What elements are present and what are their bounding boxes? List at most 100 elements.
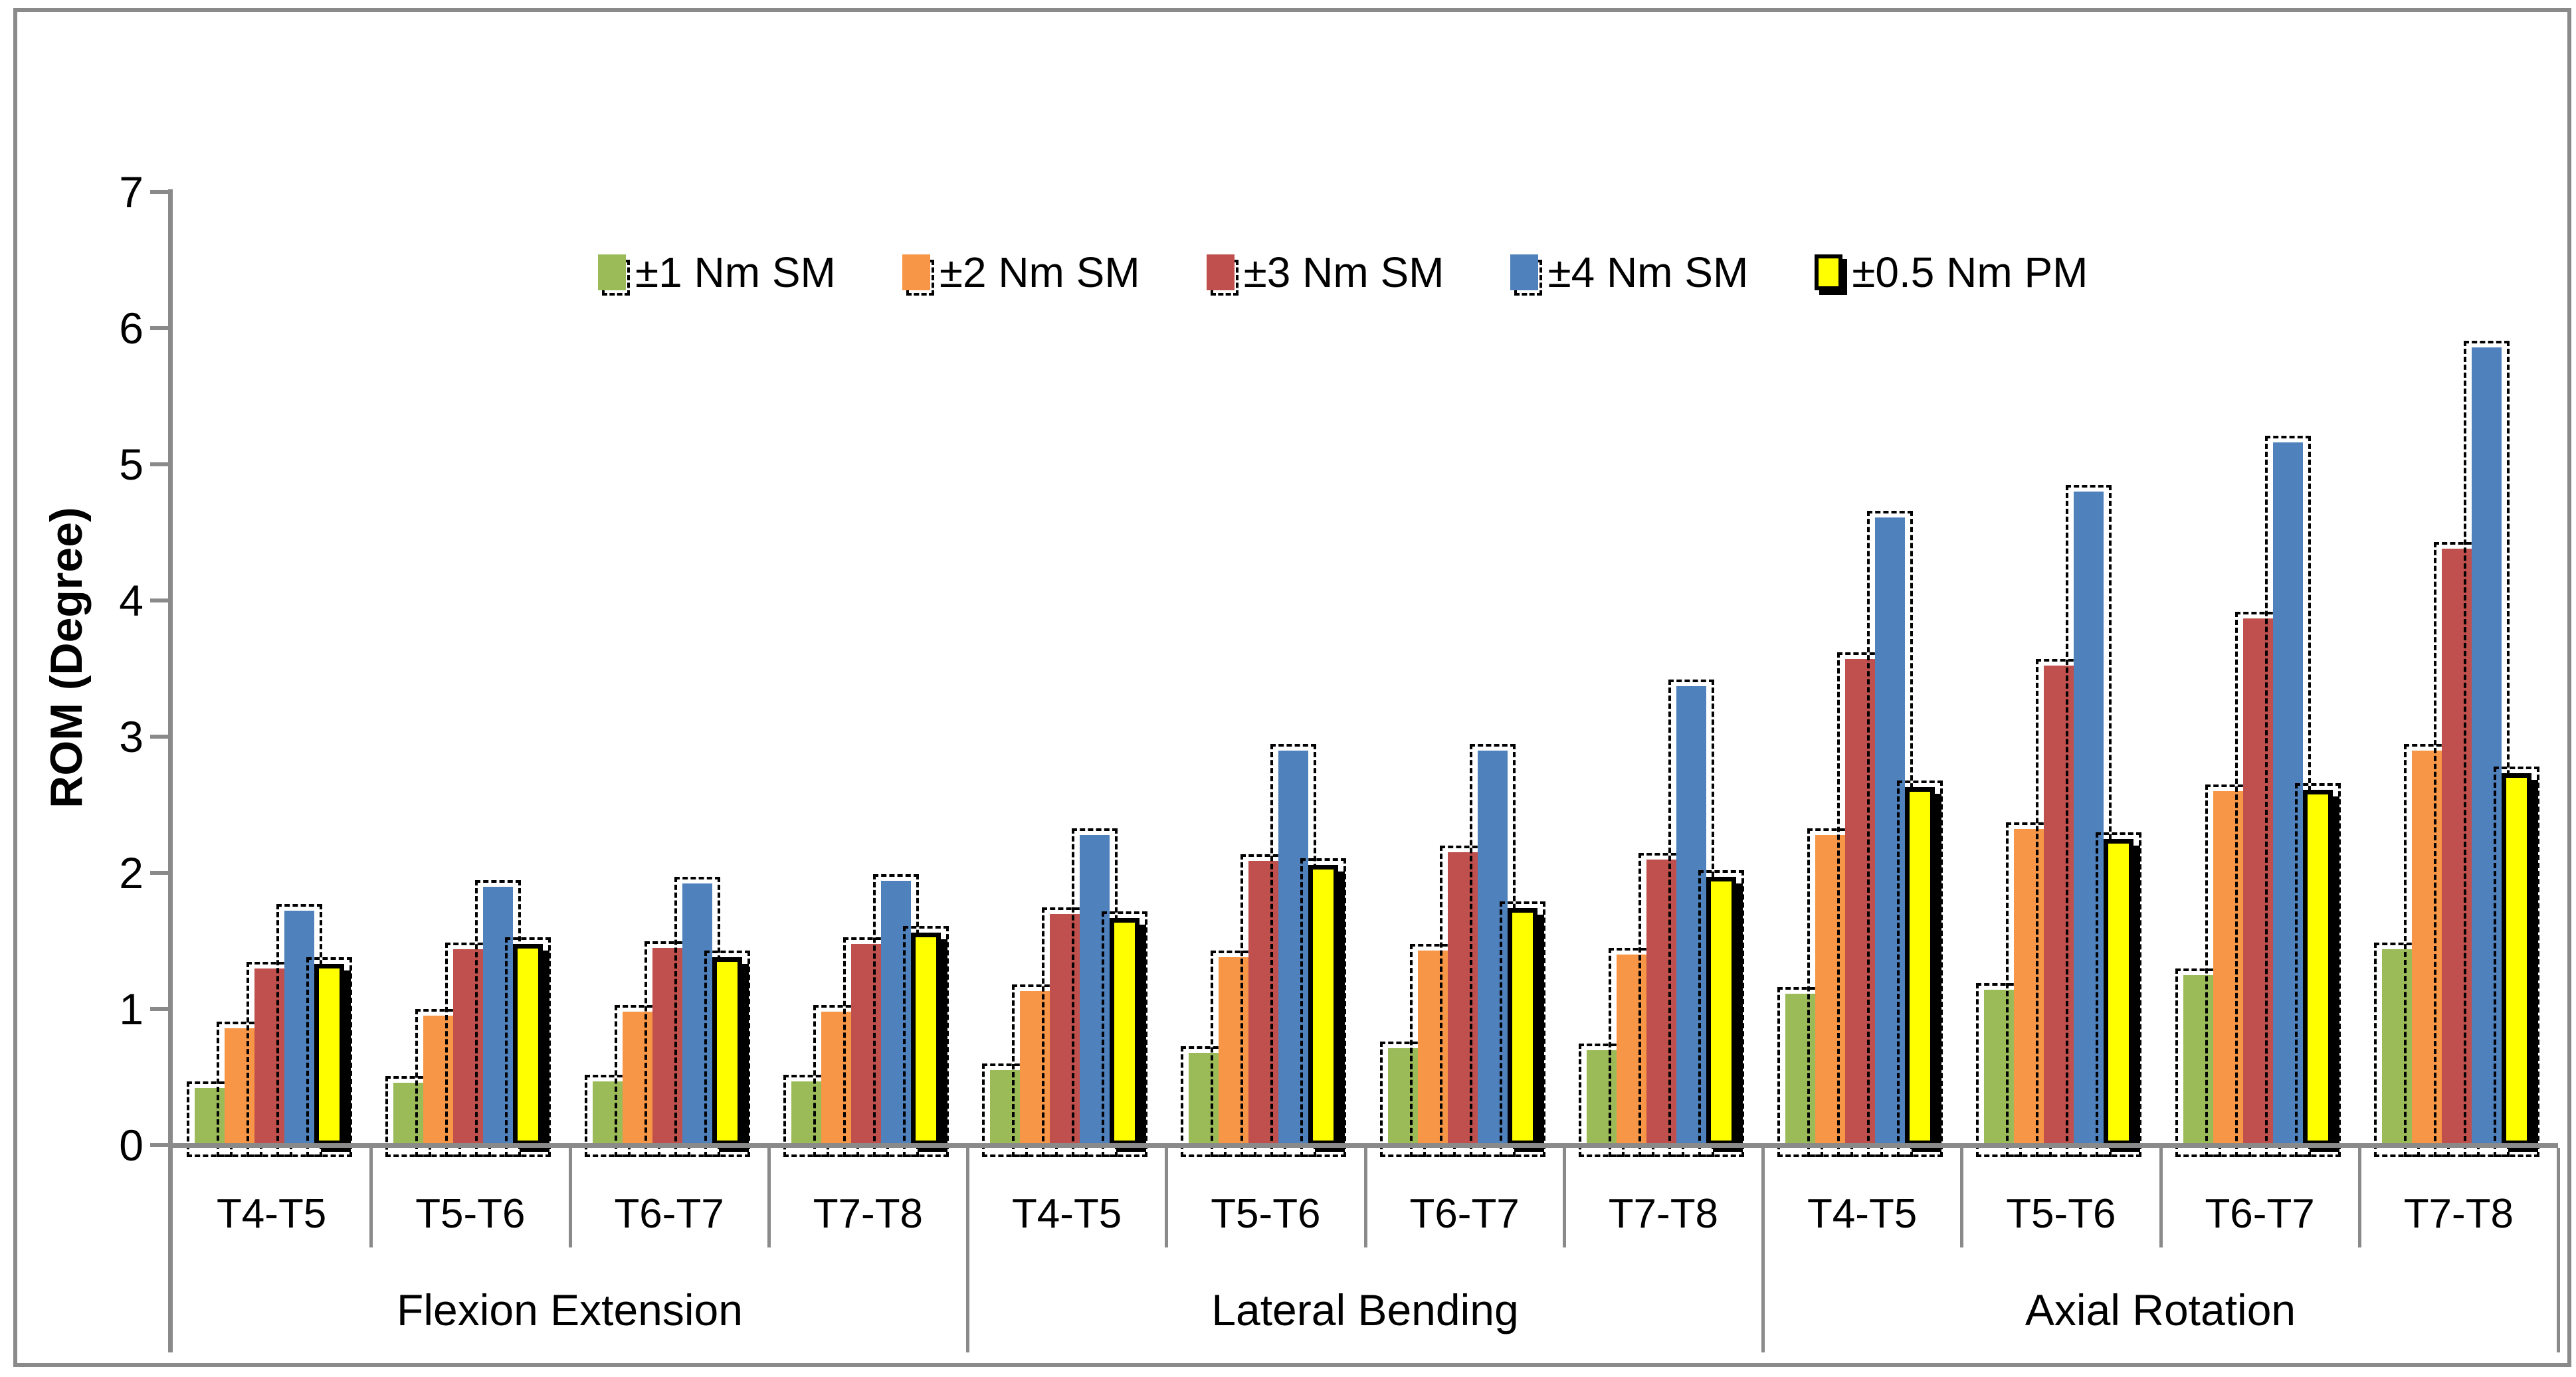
bar-shadow: [1897, 780, 1943, 1157]
legend-swatch-wrap: [1510, 254, 1543, 296]
bar-±2-Nm-SM-g8: [1815, 834, 1845, 1145]
bar-±4-Nm-SM-g2: [682, 883, 712, 1145]
group-separator: [1960, 1148, 1964, 1247]
bar-±2-Nm-SM-g3: [821, 1012, 851, 1145]
bar-±2-Nm-SM-g10: [2213, 791, 2243, 1145]
y-tick-label: 0: [119, 1121, 144, 1170]
group-separator: [1562, 1148, 1566, 1247]
legend-item: ±3 Nm SM: [1206, 248, 1444, 296]
bar-±4-Nm-SM-g7: [1676, 686, 1706, 1145]
x-group-label: T5-T6: [1211, 1191, 1321, 1237]
bar-±1-Nm-SM-g1: [393, 1082, 424, 1145]
bar-±3-Nm-SM-g1: [453, 949, 484, 1145]
bar-±0.5-Nm-PM-g0: [314, 964, 344, 1145]
bar-±1-Nm-SM-g4: [990, 1070, 1020, 1145]
bar-±4-Nm-SM-g10: [2272, 442, 2303, 1145]
bar-±4-Nm-SM-g5: [1278, 750, 1309, 1145]
y-tick: [150, 1143, 169, 1147]
x-group-label: T5-T6: [2006, 1191, 2116, 1237]
bar-±1-Nm-SM-g2: [592, 1081, 623, 1145]
legend: ±1 Nm SM ±2 Nm SM ±3 Nm SM ±4 Nm SM ±0.5 Nm …: [598, 248, 2088, 296]
bar-±2-Nm-SM-g11: [2411, 750, 2442, 1145]
bar-±2-Nm-SM-g1: [423, 1016, 454, 1145]
legend-item: ±0.5 Nm PM: [1815, 251, 2088, 294]
bar-±2-Nm-SM-g6: [1417, 950, 1448, 1145]
bar-±1-Nm-SM-g10: [2183, 974, 2213, 1145]
bar-shadow: [505, 937, 551, 1157]
category-separator: [1761, 1148, 1765, 1352]
bar-±0.5-Nm-PM-g11: [2501, 773, 2531, 1145]
bar-±1-Nm-SM-g8: [1785, 994, 1815, 1145]
bar-±4-Nm-SM-g1: [483, 886, 514, 1145]
bar-±1-Nm-SM-g11: [2381, 949, 2412, 1145]
bar-±0.5-Nm-PM-g9: [2104, 838, 2134, 1145]
y-tick: [150, 326, 169, 330]
bar-±4-Nm-SM-g3: [880, 881, 911, 1145]
bar-±4-Nm-SM-g4: [1080, 834, 1110, 1145]
bar-±2-Nm-SM-g0: [225, 1028, 254, 1145]
group-separator: [1363, 1148, 1367, 1247]
bar-±3-Nm-SM-g0: [254, 968, 284, 1145]
bar-±2-Nm-SM-g9: [2014, 829, 2044, 1145]
y-tick: [150, 598, 169, 602]
bar-±0.5-Nm-PM-g1: [513, 943, 544, 1145]
bar-±0.5-Nm-PM-g6: [1507, 908, 1537, 1145]
x-group-label: T4-T5: [1807, 1191, 1918, 1237]
chart-border: [13, 8, 2571, 1367]
bar-±1-Nm-SM-g3: [791, 1081, 821, 1145]
bar-±3-Nm-SM-g4: [1050, 913, 1080, 1145]
bar-±3-Nm-SM-g2: [652, 947, 682, 1145]
category-separator: [2557, 1148, 2560, 1352]
legend-swatch: [902, 254, 930, 290]
legend-label: ±2 Nm SM: [939, 248, 1140, 296]
bar-±0.5-Nm-PM-g2: [712, 957, 742, 1145]
x-group-label: T6-T7: [2205, 1191, 2315, 1237]
bar-±1-Nm-SM-g0: [195, 1087, 225, 1145]
legend-item: ±4 Nm SM: [1510, 251, 1748, 296]
y-tick-label: 4: [119, 576, 144, 625]
y-tick: [150, 871, 169, 875]
legend-swatch: [1510, 254, 1539, 290]
bar-±4-Nm-SM-g9: [2074, 492, 2104, 1145]
legend-label: ±0.5 Nm PM: [1852, 248, 2088, 296]
group-separator: [2357, 1148, 2361, 1247]
bar-shadow: [902, 926, 949, 1157]
x-group-label: T7-T8: [2403, 1191, 2514, 1237]
bar-±1-Nm-SM-g9: [1984, 990, 2015, 1145]
bar-shadow: [2463, 340, 2510, 1157]
group-separator: [1165, 1148, 1169, 1247]
legend-label: ±3 Nm SM: [1243, 248, 1444, 296]
legend-label: ±1 Nm SM: [635, 248, 836, 296]
y-tick: [150, 462, 169, 466]
bar-shadow: [1499, 901, 1545, 1157]
legend-swatch: [1815, 254, 1843, 290]
bar-shadow: [1698, 870, 1744, 1157]
y-tick-label: 7: [119, 167, 144, 217]
legend-swatch-wrap: [902, 254, 934, 296]
legend-swatch: [1206, 254, 1235, 290]
x-group-label: T7-T8: [813, 1191, 924, 1237]
x-group-label: T4-T5: [216, 1191, 327, 1237]
y-tick: [150, 1007, 169, 1011]
bar-±4-Nm-SM-g0: [284, 911, 314, 1145]
bar-±3-Nm-SM-g10: [2242, 618, 2273, 1145]
bar-±2-Nm-SM-g7: [1616, 955, 1646, 1145]
legend-swatch-wrap: [1815, 254, 1843, 290]
bar-±2-Nm-SM-g4: [1020, 991, 1050, 1145]
bar-±4-Nm-SM-g11: [2471, 347, 2502, 1145]
bar-shadow: [2294, 782, 2341, 1157]
bar-±3-Nm-SM-g8: [1845, 659, 1875, 1145]
bar-±3-Nm-SM-g9: [2044, 666, 2074, 1145]
bar-±0.5-Nm-PM-g7: [1706, 877, 1736, 1145]
group-separator: [767, 1148, 771, 1247]
x-category-label: Flexion Extension: [397, 1285, 743, 1334]
bar-±0.5-Nm-PM-g5: [1308, 864, 1339, 1145]
bar-shadow: [306, 957, 352, 1157]
group-separator: [568, 1148, 572, 1247]
bar-±2-Nm-SM-g2: [622, 1012, 652, 1145]
bar-shadow: [1300, 858, 1347, 1157]
bar-±2-Nm-SM-g5: [1219, 957, 1249, 1145]
legend-swatch-wrap: [598, 254, 630, 296]
x-category-label: Axial Rotation: [2025, 1285, 2296, 1334]
